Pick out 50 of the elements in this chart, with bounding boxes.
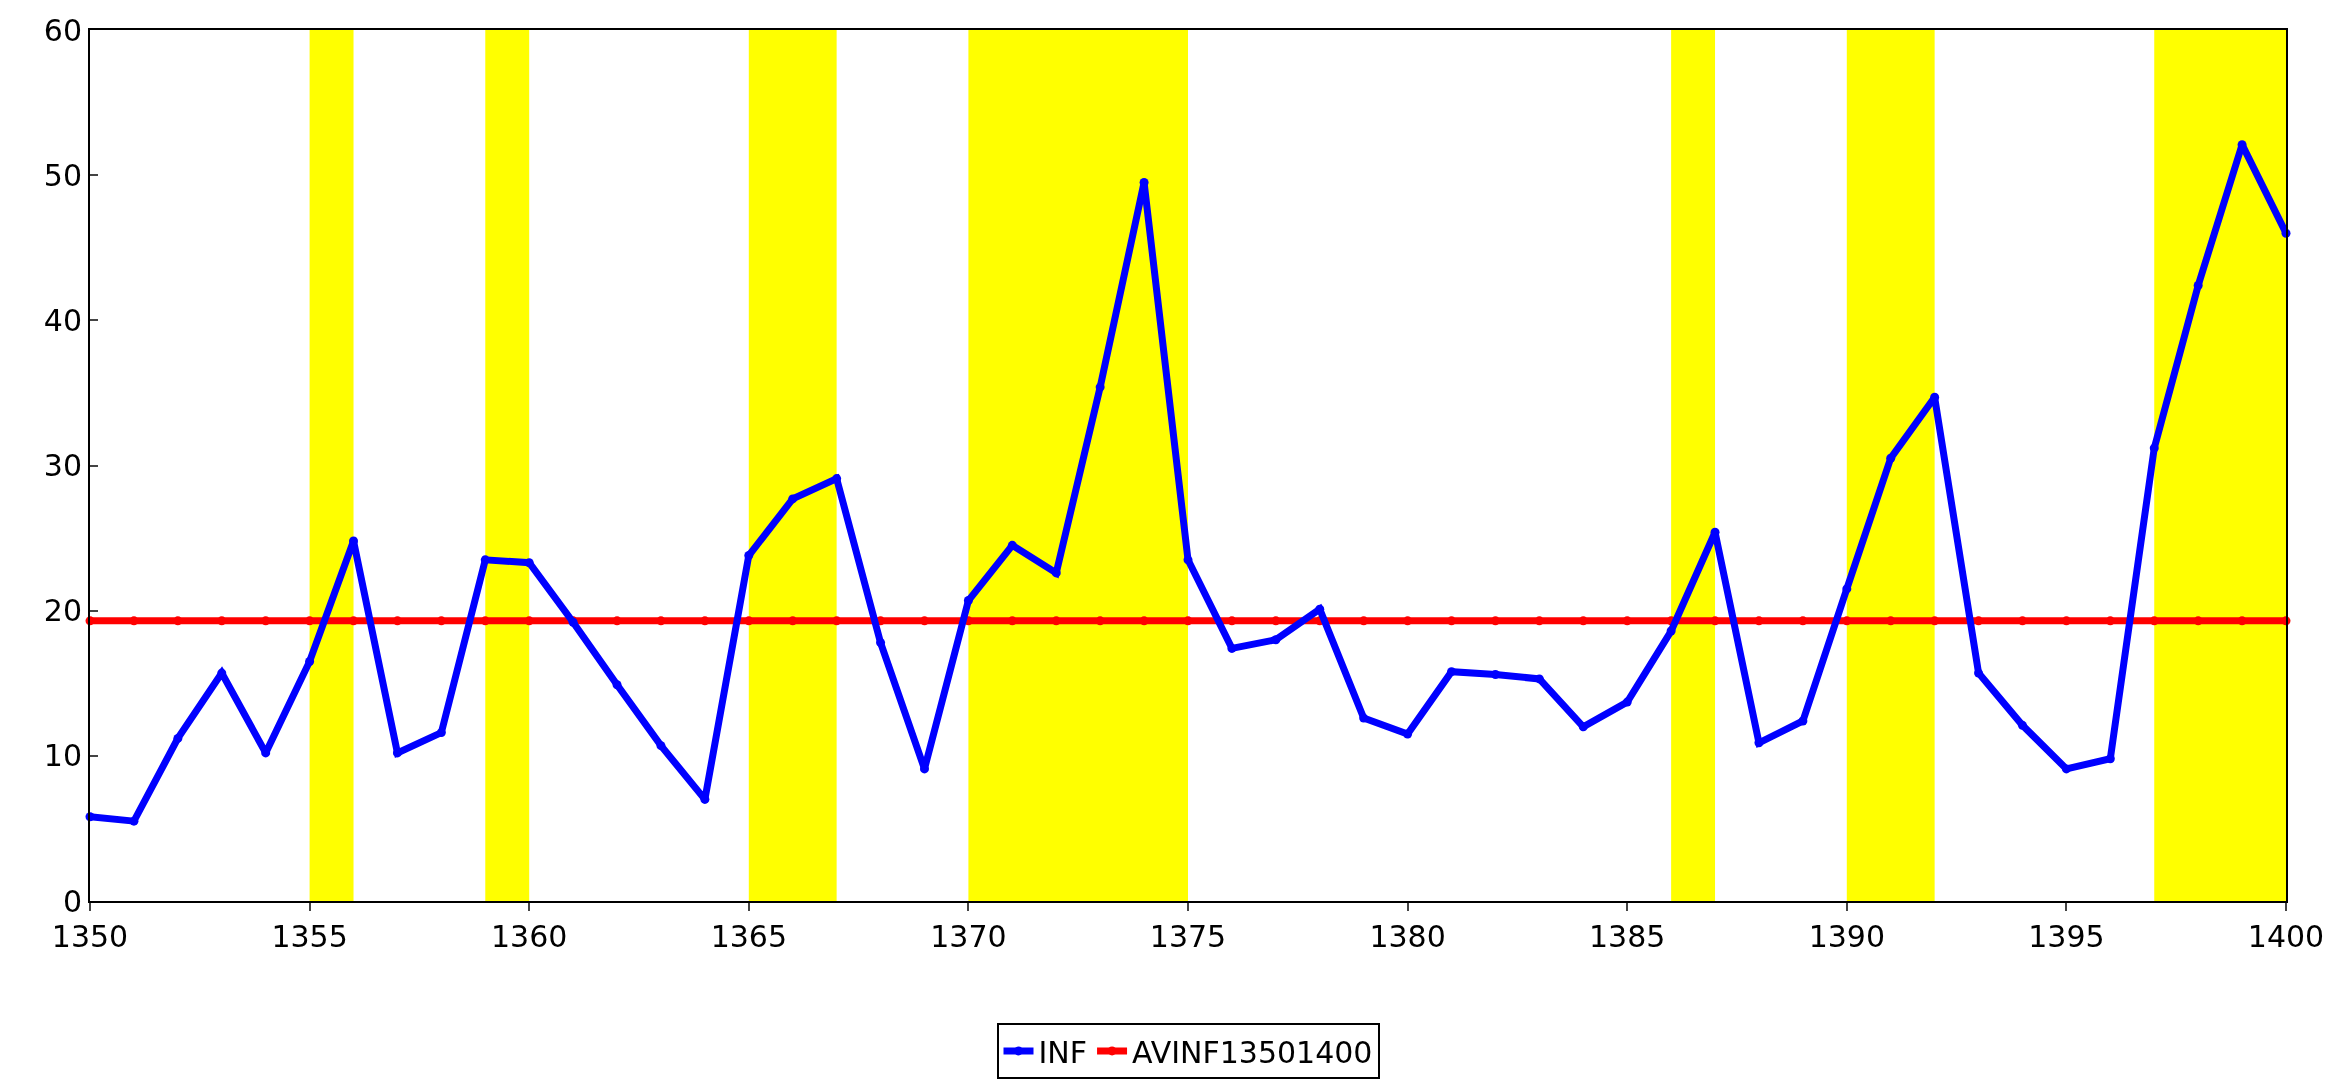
point [436, 728, 446, 738]
x-tick-label: 1385 [1589, 919, 1666, 954]
point [612, 680, 622, 690]
y-tick-label: 30 [43, 448, 82, 483]
point [129, 816, 139, 826]
point [2149, 443, 2159, 453]
x-tick-label: 1350 [51, 919, 129, 954]
point [305, 656, 315, 666]
y-tick-label: 20 [43, 593, 82, 629]
point [788, 494, 798, 504]
point [2193, 280, 2203, 290]
point [1578, 722, 1588, 732]
point [2061, 764, 2071, 774]
x-tick-label: 1400 [2247, 919, 2325, 954]
point [1183, 616, 1193, 626]
point [2105, 754, 2115, 764]
point [1842, 584, 1852, 594]
y-tick-label: 10 [43, 738, 82, 774]
point [744, 551, 754, 560]
point [1403, 729, 1413, 739]
point [1798, 716, 1808, 726]
point [1974, 668, 1984, 678]
x-tick-label: 1395 [2028, 919, 2105, 954]
point [1271, 635, 1281, 645]
point [1622, 697, 1632, 707]
x-tick-label: 1355 [271, 919, 348, 954]
point [1227, 643, 1237, 653]
x-tick-label: 1375 [1149, 919, 1227, 954]
x-tick-label: 1390 [1808, 919, 1885, 954]
legend-label: INF [1038, 1034, 1088, 1070]
point [876, 638, 886, 648]
x-tick-label: 1360 [491, 919, 568, 954]
point [656, 741, 666, 751]
x-tick-label: 1370 [930, 919, 1007, 954]
point [1666, 626, 1676, 636]
point [1447, 667, 1457, 677]
point [1359, 713, 1369, 723]
point [1095, 382, 1105, 392]
legend-label: AVINF13501400 [1132, 1034, 1373, 1070]
y-tick-label: 60 [43, 12, 82, 48]
point [480, 555, 490, 565]
x-tick-label: 1380 [1369, 919, 1446, 954]
y-tick-label: 0 [62, 883, 82, 919]
point [1886, 453, 1896, 463]
x-tick-label: 1365 [710, 919, 787, 954]
y-tick-label: 40 [43, 302, 82, 338]
point [2017, 720, 2027, 730]
point [173, 733, 183, 743]
point [1183, 555, 1193, 565]
y-tick-label: 50 [43, 157, 82, 193]
